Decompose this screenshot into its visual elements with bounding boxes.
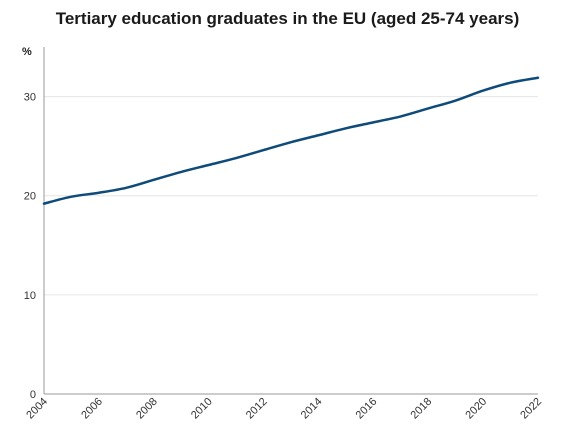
data-point-2019 bbox=[453, 98, 459, 104]
data-point-2013 bbox=[288, 139, 294, 145]
y-tick-label: 30 bbox=[24, 92, 36, 104]
data-point-2004 bbox=[41, 201, 47, 207]
grid-lines bbox=[44, 96, 538, 296]
x-tick-label: 2022 bbox=[518, 396, 544, 422]
y-tick-label: 0 bbox=[30, 389, 36, 401]
y-tick-labels: 0 10 20 30 bbox=[24, 92, 36, 401]
x-tick-label: 2008 bbox=[134, 396, 160, 422]
data-point-2006 bbox=[96, 190, 102, 196]
data-point-2017 bbox=[398, 113, 404, 119]
x-tick-label: 2006 bbox=[79, 396, 105, 422]
data-point-2007 bbox=[123, 185, 129, 191]
data-point-2021 bbox=[508, 80, 514, 86]
data-point-2015 bbox=[343, 125, 349, 131]
y-tick-label: 10 bbox=[24, 290, 36, 302]
chart-title: Tertiary education graduates in the EU (… bbox=[55, 9, 520, 28]
x-tick-label: 2012 bbox=[244, 396, 270, 422]
x-tick-label: 2010 bbox=[189, 396, 215, 422]
data-point-2018 bbox=[425, 105, 431, 111]
data-point-2010 bbox=[206, 162, 212, 168]
x-tick-label: 2004 bbox=[24, 396, 50, 422]
y-axis-unit-label: % bbox=[22, 46, 32, 58]
x-tick-labels: 2004 2006 2008 2010 2012 2014 2016 2018 2020 2022 bbox=[24, 396, 544, 422]
axes bbox=[43, 47, 538, 395]
data-point-2016 bbox=[370, 119, 376, 125]
x-tick-label: 2016 bbox=[354, 396, 380, 422]
data-point-2009 bbox=[178, 169, 184, 175]
data-point-2012 bbox=[261, 147, 267, 153]
x-tick-label: 2014 bbox=[299, 396, 325, 422]
data-point-2011 bbox=[233, 155, 239, 161]
x-tick-label: 2018 bbox=[409, 396, 435, 422]
data-point-2005 bbox=[68, 194, 74, 200]
series-line bbox=[42, 76, 540, 205]
data-point-2022 bbox=[535, 75, 541, 81]
y-tick-label: 20 bbox=[24, 191, 36, 203]
data-point-2020 bbox=[480, 88, 486, 94]
data-point-2014 bbox=[315, 132, 321, 138]
x-tick-label: 2020 bbox=[463, 396, 489, 422]
data-point-2008 bbox=[151, 177, 157, 183]
series-lines bbox=[41, 75, 541, 207]
